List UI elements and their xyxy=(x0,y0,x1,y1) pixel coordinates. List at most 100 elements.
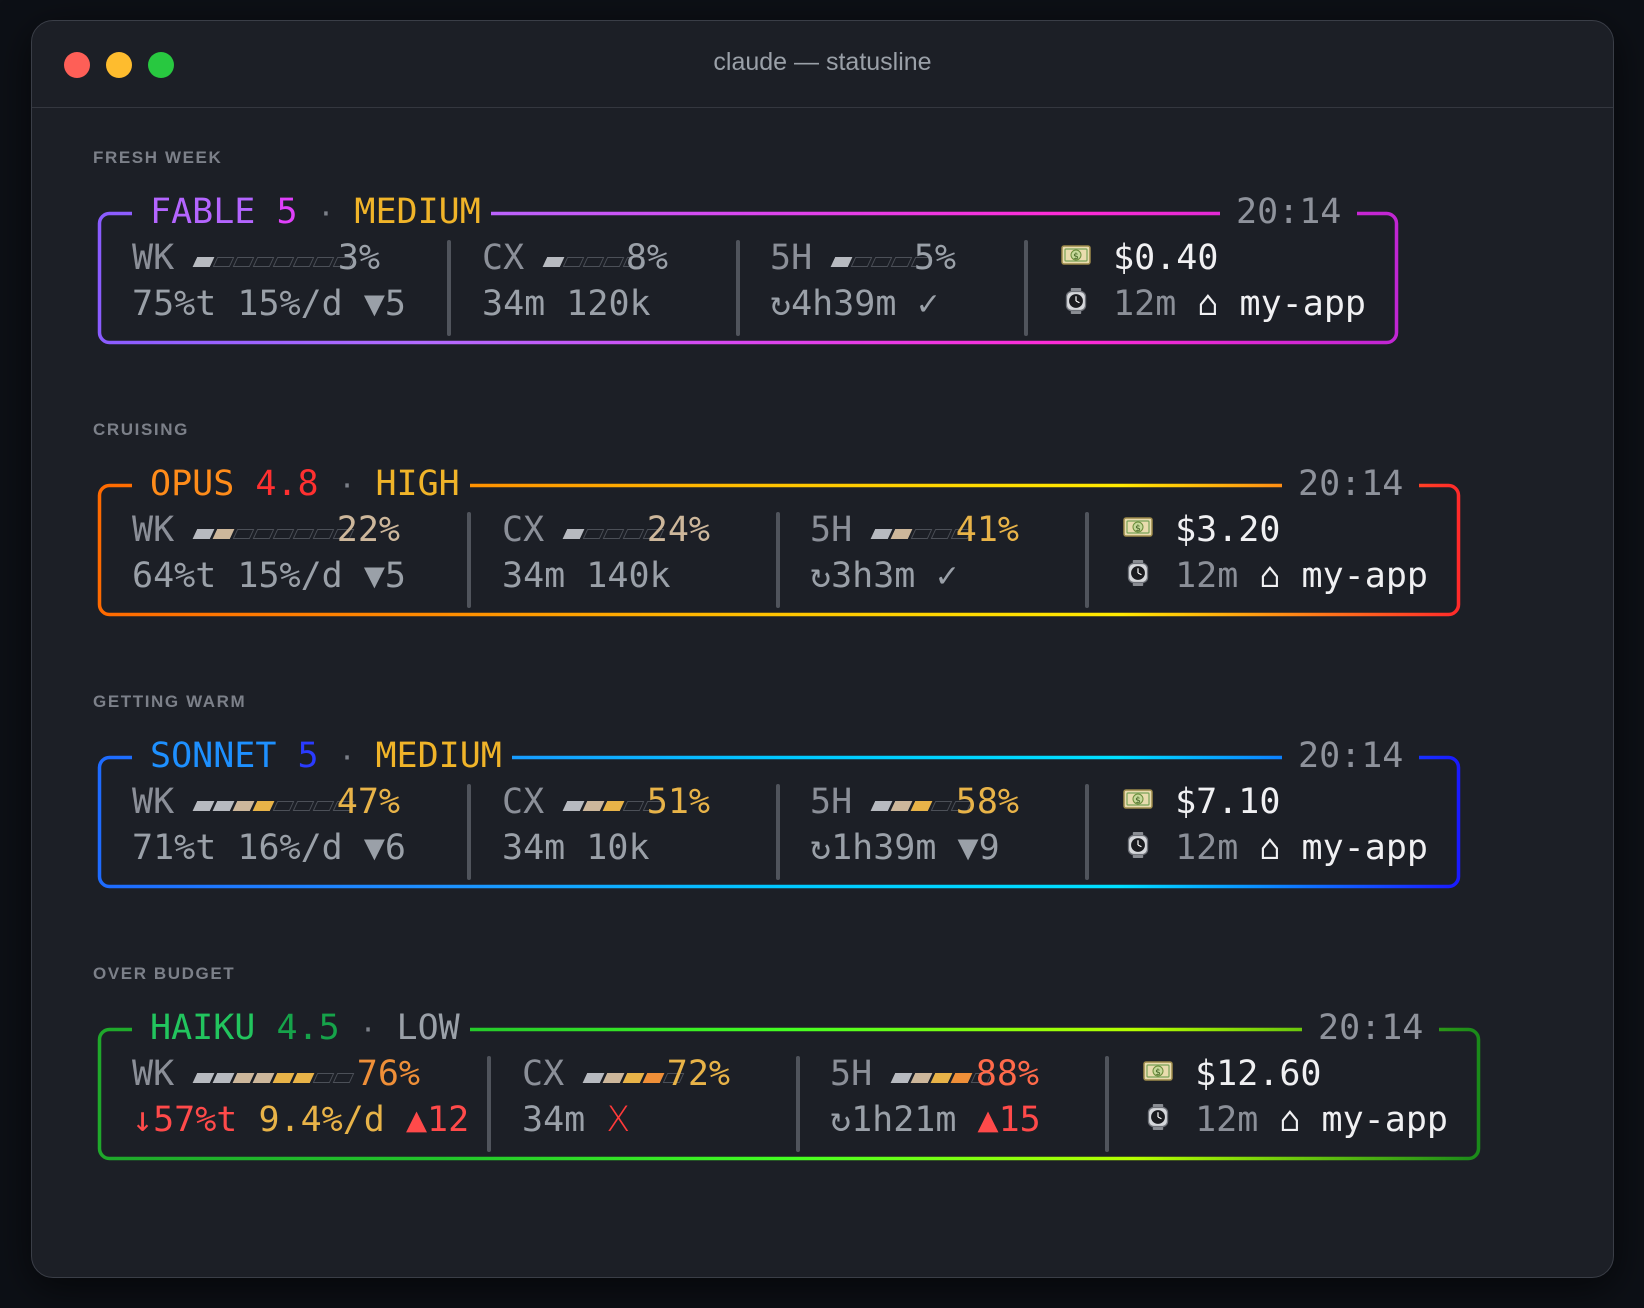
card-border xyxy=(97,755,1461,889)
cx-label: CX xyxy=(502,510,545,550)
fh-stat-0: ↻1h39m xyxy=(810,828,937,868)
bar-segment xyxy=(252,529,275,539)
clock-time: 20:14 xyxy=(1302,1008,1440,1048)
cx-line-1: CX xyxy=(502,782,665,822)
wk-line-2: ↓57%t 9.4%/d ▲12 xyxy=(132,1100,469,1140)
fh-line-1: 5H xyxy=(810,782,973,822)
card-border xyxy=(97,1027,1481,1161)
cx-stat-1: 10k xyxy=(586,828,650,868)
cx-stat-1: 140k xyxy=(586,556,671,596)
column-divider xyxy=(776,784,780,880)
fh-label: 5H xyxy=(830,1054,873,1094)
bar-segment xyxy=(212,529,235,539)
column-divider xyxy=(776,512,780,608)
bar-segment xyxy=(830,257,853,267)
cx-line-1: CX xyxy=(522,1054,685,1094)
column-divider xyxy=(467,784,471,880)
section-label: GETTING WARM xyxy=(93,692,247,711)
home-icon: ⌂ xyxy=(1259,828,1281,868)
column-divider xyxy=(487,1056,491,1152)
column-divider xyxy=(447,240,451,336)
home-icon: ⌂ xyxy=(1197,284,1219,324)
bar-segment xyxy=(212,257,235,267)
duration-line: 12m ⌂ my-app xyxy=(1122,828,1428,868)
wk-label: WK xyxy=(132,782,175,822)
header-separator: · xyxy=(359,1013,377,1046)
bar-segment xyxy=(870,529,893,539)
wk-stat-1: 16%/d xyxy=(237,828,343,868)
session-cost: $0.40 xyxy=(1113,238,1219,278)
duration-line: 12m ⌂ my-app xyxy=(1122,556,1428,596)
column-divider xyxy=(796,1056,800,1152)
bar-segment xyxy=(212,801,235,811)
cx-stat-1: X xyxy=(606,1100,631,1140)
watch-icon xyxy=(1065,288,1087,314)
fh-line-2: ↻3h3m ✓ xyxy=(810,556,958,596)
cx-stat-1: 120k xyxy=(566,284,651,324)
wk-line-2: 71%t 16%/d ▼6 xyxy=(132,828,406,868)
model-version: 4.8 xyxy=(255,464,319,504)
bar-segment xyxy=(272,801,295,811)
wk-line-1: WK xyxy=(132,1054,355,1094)
bar-segment xyxy=(252,257,275,267)
cx-percent: 51% xyxy=(646,782,710,822)
model-version: 5 xyxy=(297,736,319,776)
cx-line-2: 34m 10k xyxy=(502,828,650,868)
bar-segment xyxy=(910,1073,933,1083)
fh-line-2: ↻4h39m ✓ xyxy=(770,284,939,324)
header-separator: · xyxy=(338,469,356,502)
cx-percent: 24% xyxy=(646,510,710,550)
wk-label: WK xyxy=(132,510,175,550)
bar-segment xyxy=(232,257,255,267)
fh-stat-1: ▲15 xyxy=(977,1100,1041,1140)
cost-line: $ $0.40 xyxy=(1060,238,1218,278)
svg-text:$: $ xyxy=(1155,1068,1161,1078)
wk-label: WK xyxy=(132,1054,175,1094)
fh-line-1: 5H xyxy=(770,238,933,278)
cx-stat-0: 34m xyxy=(502,556,566,596)
cx-label: CX xyxy=(522,1054,565,1094)
bar-segment xyxy=(582,529,605,539)
wk-stat-2: ▼6 xyxy=(363,828,406,868)
effort-level: HIGH xyxy=(375,464,460,504)
session-duration: 12m xyxy=(1113,284,1177,324)
money-icon: $ xyxy=(1143,1061,1173,1081)
minimize-button[interactable] xyxy=(106,52,132,78)
cx-line-1: CX xyxy=(482,238,645,278)
bar-segment xyxy=(232,801,255,811)
fh-stat-1: ✓ xyxy=(917,284,939,324)
cx-label: CX xyxy=(482,238,525,278)
bar-segment xyxy=(292,1073,315,1083)
fh-label: 5H xyxy=(810,510,853,550)
card-header: OPUS 4.8 · HIGH xyxy=(132,464,470,504)
wk-line-2: 75%t 15%/d ▼5 xyxy=(132,284,406,324)
watch-icon xyxy=(1127,560,1149,586)
bar-segment xyxy=(582,801,605,811)
model-version: 4.5 xyxy=(276,1008,340,1048)
wk-stat-2: ▲12 xyxy=(405,1100,470,1140)
cx-line-1: CX xyxy=(502,510,665,550)
wk-stat-0: 64%t xyxy=(132,556,217,596)
wk-stat-0: ↓57%t xyxy=(132,1100,238,1140)
clock-time: 20:14 xyxy=(1282,464,1420,504)
cx-line-2: 34m X xyxy=(522,1100,630,1140)
fh-line-1: 5H xyxy=(830,1054,993,1094)
wk-line-1: WK xyxy=(132,238,355,278)
fh-label: 5H xyxy=(810,782,853,822)
project-name: my-app xyxy=(1239,284,1366,324)
card-header: HAIKU 4.5 · LOW xyxy=(132,1008,470,1048)
fh-line-1: 5H xyxy=(810,510,973,550)
column-divider xyxy=(1105,1056,1109,1152)
cx-stat-0: 34m xyxy=(502,828,566,868)
fh-stat-0: ↻4h39m xyxy=(770,284,897,324)
fh-line-2: ↻1h39m ▼9 xyxy=(810,828,1000,868)
bar-segment xyxy=(192,1073,215,1083)
close-button[interactable] xyxy=(64,52,90,78)
fh-percent: 5% xyxy=(913,238,956,278)
zoom-button[interactable] xyxy=(148,52,174,78)
cx-line-2: 34m 120k xyxy=(482,284,651,324)
bar-segment xyxy=(582,1073,605,1083)
effort-level: LOW xyxy=(396,1008,460,1048)
money-icon: $ xyxy=(1061,245,1091,265)
home-icon: ⌂ xyxy=(1279,1100,1301,1140)
